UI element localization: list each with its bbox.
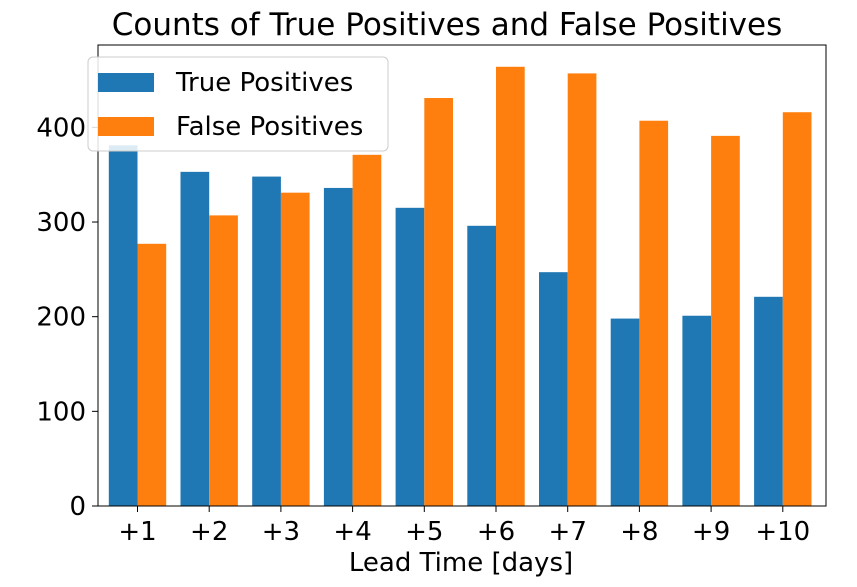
x-tick-label: +1 — [118, 517, 156, 547]
bar-true-positives-8 — [610, 318, 640, 506]
y-tick-label: 400 — [36, 113, 86, 143]
y-tick-label: 0 — [69, 492, 86, 522]
y-tick-label: 300 — [36, 208, 86, 238]
bar-true-positives-5 — [395, 207, 425, 506]
bar-false-positives-8 — [639, 120, 669, 507]
x-tick-label: +3 — [262, 517, 300, 547]
y-tick-label: 200 — [36, 303, 86, 333]
legend-box — [87, 56, 389, 152]
bar-false-positives-7 — [567, 73, 597, 507]
bar-false-positives-6 — [496, 66, 525, 507]
bar-false-positives-10 — [782, 112, 812, 506]
y-tick-label: 100 — [36, 397, 86, 427]
ticks-group: +1 +2 +3 +4 +5 +6 +7 +8 +9 +10 0 100 200 300 400 — [36, 113, 810, 547]
bar-true-positives-2 — [180, 171, 210, 506]
bar-true-positives-7 — [539, 272, 568, 506]
bar-true-positives-6 — [467, 225, 496, 507]
bar-false-positives-5 — [424, 98, 453, 507]
x-tick-label: +7 — [549, 517, 587, 547]
legend-swatch-false-positives — [98, 117, 154, 136]
legend: True Positives False Positives — [87, 56, 389, 152]
x-tick-label: +4 — [333, 517, 371, 547]
x-tick-label: +6 — [477, 517, 515, 547]
x-tick-label: +10 — [755, 517, 810, 547]
legend-swatch-true-positives — [98, 73, 154, 92]
legend-label-false-positives: False Positives — [176, 112, 363, 142]
chart-title: Counts of True Positives and False Posit… — [112, 7, 783, 43]
bar-true-positives-1 — [108, 145, 138, 506]
plot-frame — [97, 44, 827, 507]
bar-true-positives-9 — [682, 315, 712, 506]
bars-group — [108, 66, 812, 507]
x-tick-label: +8 — [620, 517, 658, 547]
axes-group — [97, 44, 827, 507]
x-tick-label: +9 — [692, 517, 730, 547]
bar-false-positives-1 — [137, 243, 167, 506]
bar-false-positives-4 — [352, 154, 382, 506]
x-axis-label: Lead Time [days] — [349, 548, 573, 578]
legend-label-true-positives: True Positives — [175, 68, 353, 98]
bar-false-positives-3 — [280, 192, 310, 507]
bar-false-positives-2 — [209, 215, 238, 506]
bar-true-positives-3 — [252, 176, 281, 507]
x-tick-label: +5 — [405, 517, 443, 547]
bar-true-positives-4 — [323, 187, 353, 506]
bar-true-positives-10 — [754, 296, 783, 506]
x-tick-label: +2 — [190, 517, 228, 547]
bar-false-positives-9 — [711, 135, 740, 506]
